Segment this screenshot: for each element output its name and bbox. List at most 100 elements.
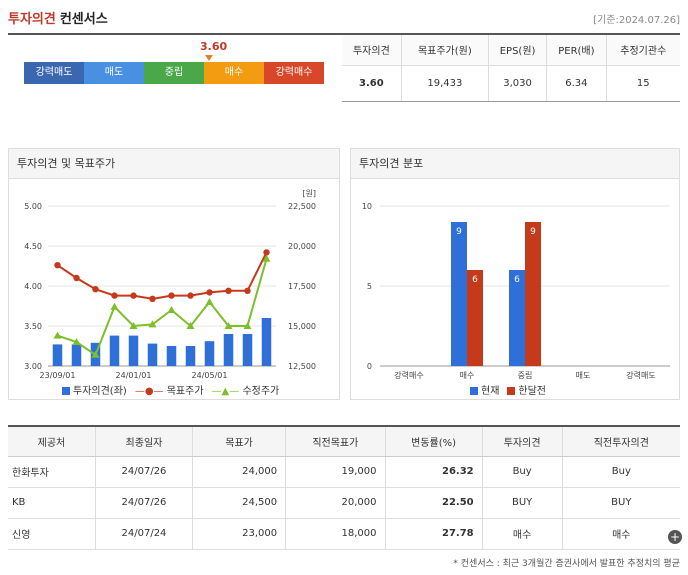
legend-adjusted: —▲— 수정주가 xyxy=(211,386,280,397)
target-price-point xyxy=(206,289,213,296)
left-chart-title: 투자의견 및 목표주가 xyxy=(9,149,339,179)
broker-name: 한화투자 xyxy=(8,456,96,488)
broker-name: 신영 xyxy=(8,518,96,550)
target-price-point xyxy=(263,249,270,256)
opinion-marker-icon xyxy=(205,55,213,61)
opinion-bar xyxy=(261,318,272,366)
left-chart-panel: 투자의견 및 목표주가 xyxy=(8,148,340,400)
x-axis-tick: 24/01/01 xyxy=(116,371,152,380)
table-row: KB 24/07/26 24,500 20,000 22.50 BUY BUY xyxy=(8,487,680,519)
adjusted-price-point xyxy=(224,322,233,329)
consensus-table: 투자의견 목표주가(원) EPS(원) PER(배) 추정기관수 3.60 19… xyxy=(342,35,680,102)
adjusted-price-point xyxy=(186,322,195,329)
legend-opinion: 투자의견(좌) xyxy=(62,382,127,397)
cons-opinion: 3.60 xyxy=(342,65,402,102)
left-axis-tick: 4.00 xyxy=(24,282,42,291)
table-row: 한화투자 24/07/26 24,000 19,000 26.32 Buy Bu… xyxy=(8,456,680,488)
title-black: 컨센서스 xyxy=(59,12,108,27)
category-label: 강력매수 xyxy=(394,370,423,380)
opinion-bar xyxy=(147,343,158,366)
cons-header: 목표주가(원) xyxy=(400,35,489,66)
scale-sell: 매도 xyxy=(84,62,144,84)
scale-strong-buy: 강력매수 xyxy=(264,62,324,84)
broker-opinion: Buy xyxy=(481,456,563,488)
adjusted-price-point xyxy=(243,322,252,329)
cons-per: 6.34 xyxy=(546,65,607,102)
target-price-point xyxy=(111,292,118,299)
left-axis-tick: 5.00 xyxy=(24,202,42,211)
cons-header: 투자의견 xyxy=(342,35,402,66)
target-price-point xyxy=(244,287,251,294)
broker-change: 22.50 xyxy=(384,487,483,519)
broker-prev-target: 19,000 xyxy=(285,456,386,488)
right-axis-tick: 20,000 xyxy=(288,242,316,251)
opinion-bar xyxy=(52,344,63,366)
broker-opinion: BUY xyxy=(481,487,563,519)
category-label: 매도 xyxy=(576,371,591,380)
broker-target: 24,500 xyxy=(192,487,286,519)
current-bar xyxy=(509,270,525,366)
left-axis-tick: 3.50 xyxy=(24,322,42,331)
adjusted-price-line xyxy=(57,258,268,357)
bar-value-label: 6 xyxy=(472,275,478,285)
page-header: 투자의견 컨센서스 [기준:2024.07.26] xyxy=(8,8,680,32)
adjusted-price-point xyxy=(148,320,157,328)
opinion-price-chart: 5.00 4.50 4.00 3.50 3.00 22,500 20,000 17,500 15… xyxy=(24,189,316,380)
left-axis-tick: 4.50 xyxy=(24,242,42,251)
opinion-bar xyxy=(128,335,139,366)
category-label: 중립 xyxy=(518,371,533,380)
bar-value-label: 9 xyxy=(456,227,462,237)
cons-header: EPS(원) xyxy=(487,35,547,66)
cons-header: PER(배) xyxy=(546,35,607,66)
opinion-marker-value: 3.60 xyxy=(200,40,228,53)
adjusted-price-point xyxy=(53,331,62,339)
cons-institutions: 15 xyxy=(605,65,680,102)
adjusted-price-point xyxy=(129,322,138,329)
adjusted-price-point xyxy=(262,254,271,262)
broker-prev-target: 20,000 xyxy=(285,487,386,519)
brk-header: 목표가 xyxy=(192,425,286,457)
broker-table: 제공처 최종일자 목표가 직전목표가 변동률(%) 투자의견 직전투자의견 한화… xyxy=(8,425,680,550)
cons-target-price: 19,433 xyxy=(400,65,489,102)
left-axis-tick: 3.00 xyxy=(24,362,42,371)
x-axis-tick: 24/05/01 xyxy=(192,371,228,380)
right-axis-tick: 17,500 xyxy=(288,282,316,291)
current-bar xyxy=(451,222,467,366)
opinion-bar xyxy=(242,334,253,366)
legend-month-ago: 한달전 xyxy=(507,382,546,397)
broker-prev-opinion: 매수 xyxy=(561,518,680,550)
target-price-point xyxy=(187,292,194,299)
right-chart-panel: 투자의견 분포 xyxy=(350,148,680,400)
opinion-distribution-chart: 10 5 0 강력매수 매수 9 6 중립 6 9 매도 강력매도 xyxy=(362,202,670,380)
opinion-bar xyxy=(166,346,177,366)
header-divider xyxy=(8,33,680,35)
opinion-bar xyxy=(223,334,234,366)
month-ago-bar xyxy=(525,222,541,366)
adjusted-price-point xyxy=(91,350,100,358)
broker-opinion: 매수 xyxy=(481,518,563,550)
target-price-point xyxy=(54,262,61,269)
broker-name: KB xyxy=(8,487,96,519)
table-row: 신영 24/07/24 23,000 18,000 27.78 매수 매수 xyxy=(8,518,680,550)
title-red: 투자의견 xyxy=(8,12,56,27)
expand-plus-icon[interactable]: + xyxy=(668,530,682,544)
broker-target: 23,000 xyxy=(192,518,286,550)
broker-prev-target: 18,000 xyxy=(285,518,386,550)
right-chart-title: 투자의견 분포 xyxy=(351,149,679,179)
brk-header: 직전목표가 xyxy=(285,425,386,457)
y-axis-tick: 10 xyxy=(362,202,372,211)
target-price-point xyxy=(168,292,175,299)
broker-change: 26.32 xyxy=(384,456,483,488)
brk-header: 변동률(%) xyxy=(384,425,483,457)
broker-prev-opinion: BUY xyxy=(561,487,680,519)
footnote: * 컨센서스 : 최근 3개월간 증권사에서 발표한 추정치의 평균 xyxy=(453,559,680,569)
brk-header: 최종일자 xyxy=(94,425,193,457)
right-axis-tick: 12,500 xyxy=(288,362,316,371)
target-price-line xyxy=(56,251,268,300)
adjusted-price-point xyxy=(167,306,176,313)
brk-header: 직전투자의견 xyxy=(561,425,680,457)
target-price-point xyxy=(73,274,80,282)
scale-strong-sell: 강력매도 xyxy=(24,62,84,84)
x-axis-tick: 23/09/01 xyxy=(40,371,76,380)
y-axis-tick: 5 xyxy=(367,282,372,291)
